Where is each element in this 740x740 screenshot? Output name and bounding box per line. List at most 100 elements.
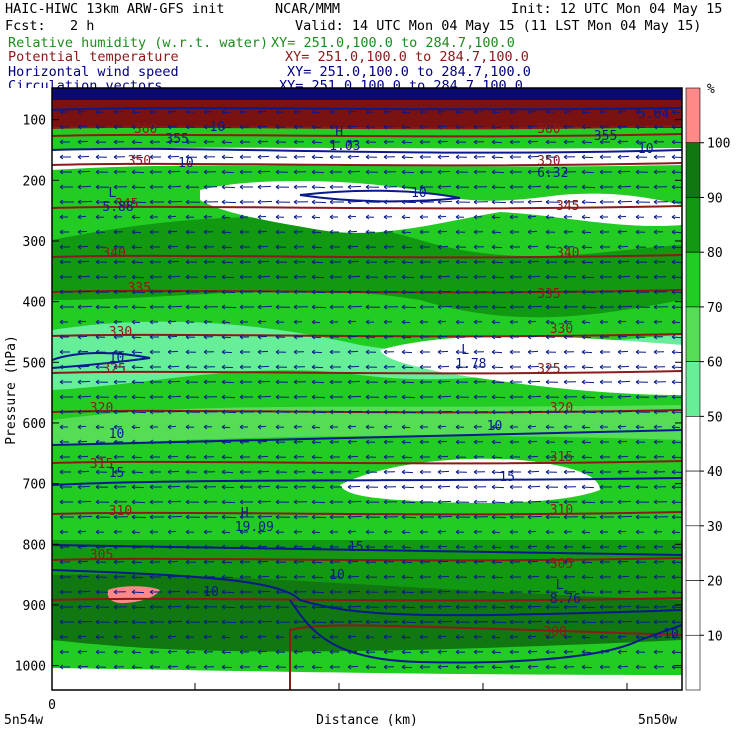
circulation-vector-head	[239, 634, 244, 640]
circulation-vector-head	[293, 439, 298, 445]
circulation-vector-head	[671, 424, 676, 430]
circulation-vector-head	[347, 409, 352, 415]
circulation-vector-head	[221, 124, 226, 130]
circulation-vector-head	[149, 349, 154, 355]
circulation-vector-head	[167, 379, 172, 385]
circulation-vector-head	[383, 574, 388, 580]
circulation-vector-head	[401, 619, 406, 625]
circulation-vector-head	[671, 559, 676, 565]
circulation-vector	[401, 171, 415, 174]
circulation-vector-head	[617, 439, 622, 445]
circulation-vector-head	[455, 664, 460, 670]
circulation-vector-head	[563, 394, 568, 400]
circulation-vector-head	[95, 319, 100, 325]
circulation-vector-head	[185, 379, 190, 385]
circulation-vector	[311, 456, 323, 459]
circulation-vector-head	[671, 544, 676, 550]
circulation-vector	[77, 110, 87, 113]
circulation-vector-head	[491, 484, 496, 490]
circulation-vector	[437, 605, 452, 608]
circulation-vector-head	[95, 484, 100, 490]
circulation-vector-head	[311, 439, 316, 445]
circulation-vector-head	[383, 349, 388, 355]
circulation-vector	[491, 351, 503, 354]
circulation-vector	[167, 560, 179, 563]
circulation-vector	[401, 216, 411, 219]
circulation-vector-head	[419, 244, 424, 250]
circulation-vector	[347, 245, 359, 248]
circulation-vector-head	[509, 259, 514, 265]
circulation-vector-head	[113, 499, 118, 505]
circulation-vector-head	[221, 454, 226, 460]
circulation-vector	[221, 156, 234, 159]
circulation-vector-head	[239, 229, 244, 235]
circulation-vector	[131, 186, 146, 189]
circulation-vector	[581, 186, 596, 189]
circulation-vector-head	[509, 334, 514, 340]
circulation-vector-head	[131, 244, 136, 250]
circulation-vector-head	[437, 454, 442, 460]
circulation-vector-head	[131, 124, 136, 130]
circulation-vector-head	[149, 439, 154, 445]
circulation-vector-head	[491, 499, 496, 505]
circulation-vector-head	[599, 274, 604, 280]
circulation-vector-head	[383, 649, 388, 655]
circulation-vector-head	[383, 439, 388, 445]
circulation-vector	[221, 606, 236, 609]
circulation-vector-head	[293, 499, 298, 505]
circulation-vector	[221, 441, 232, 444]
wind-speed-label-10: 10	[203, 585, 219, 600]
circulation-vector-head	[401, 514, 406, 520]
circulation-vector-head	[635, 439, 640, 445]
circulation-vector-head	[635, 154, 640, 160]
circulation-vector-head	[167, 439, 172, 445]
circulation-vector-head	[671, 649, 676, 655]
circulation-vector	[671, 591, 682, 594]
circulation-vector-head	[599, 184, 604, 190]
circulation-vector	[221, 561, 233, 564]
circulation-vector-head	[239, 454, 244, 460]
circulation-vector-head	[527, 619, 532, 625]
circulation-vector-head	[329, 559, 334, 565]
circulation-vector	[401, 141, 413, 144]
circulation-vector	[671, 441, 682, 444]
colorbar-swatch	[685, 87, 701, 144]
circulation-vector-head	[419, 424, 424, 430]
circulation-vector-head	[275, 589, 280, 595]
wind-speed-label-10: 10	[663, 627, 679, 642]
wind-speed-label-10: 10	[178, 156, 194, 171]
circulation-vector	[257, 320, 267, 323]
circulation-vector-head	[77, 514, 82, 520]
circulation-vector-head	[635, 484, 640, 490]
circulation-vector-head	[527, 634, 532, 640]
circulation-vector-head	[239, 379, 244, 385]
circulation-vector	[221, 636, 231, 639]
circulation-vector-head	[473, 604, 478, 610]
circulation-vector-head	[239, 619, 244, 625]
theta-contour-label-360: 360	[537, 122, 560, 137]
field-theta-xy: XY= 251.0,100.0 to 284.7,100.0	[285, 49, 529, 65]
circulation-vector-head	[329, 364, 334, 370]
circulation-vector-head	[617, 349, 622, 355]
circulation-vector	[131, 456, 143, 459]
theta-contour-label-325: 325	[537, 362, 560, 377]
circulation-vector-head	[581, 289, 586, 295]
circulation-vector-head	[59, 409, 64, 415]
rh-shade-band	[52, 405, 682, 445]
circulation-vector-head	[419, 634, 424, 640]
circulation-vector	[77, 590, 91, 593]
circulation-vector-head	[185, 409, 190, 415]
circulation-vector-head	[383, 499, 388, 505]
circulation-vector-head	[383, 559, 388, 565]
circulation-vector-head	[527, 124, 532, 130]
circulation-vector	[311, 261, 324, 264]
circulation-vector-head	[95, 274, 100, 280]
circulation-vector	[257, 365, 270, 368]
circulation-vector-head	[419, 589, 424, 595]
circulation-vector-head	[95, 469, 100, 475]
circulation-vector-head	[203, 544, 208, 550]
circulation-vector-head	[311, 394, 316, 400]
circulation-vector	[131, 561, 143, 564]
circulation-vector-head	[257, 424, 262, 430]
circulation-vector	[491, 186, 506, 189]
